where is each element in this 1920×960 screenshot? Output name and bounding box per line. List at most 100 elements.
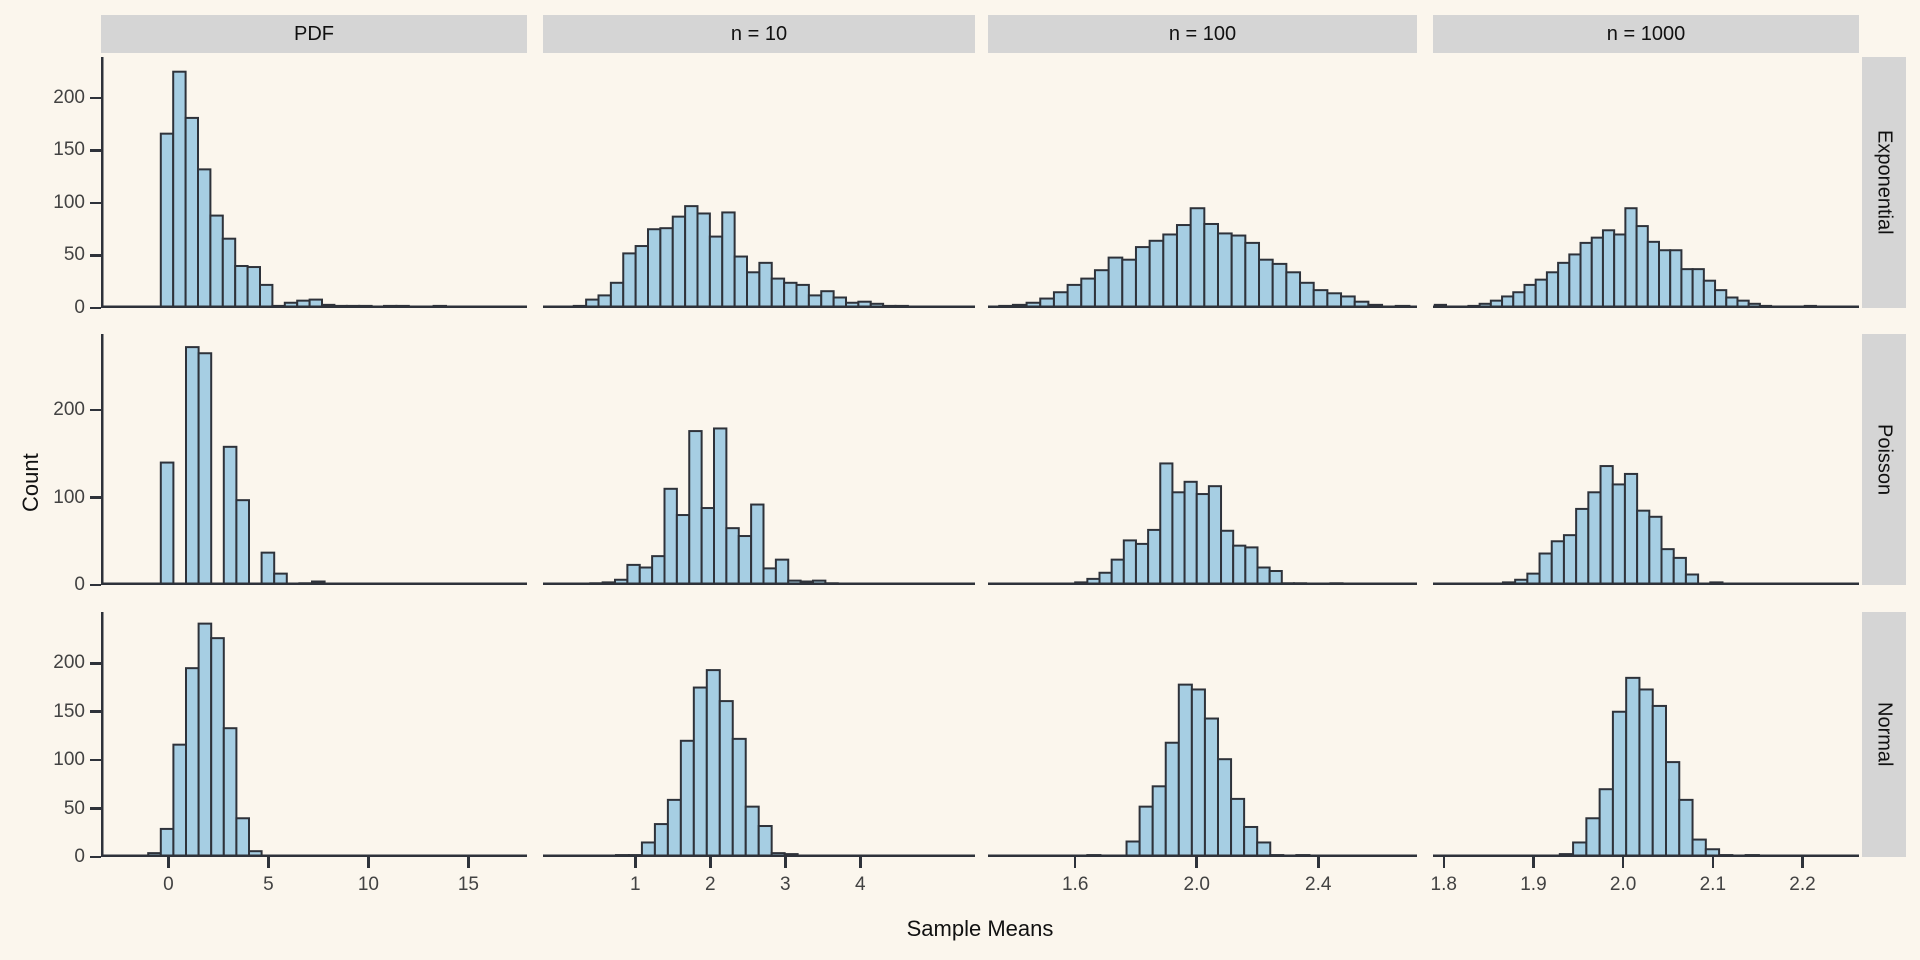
histogram-bar <box>197 168 212 308</box>
histogram-bar <box>1244 546 1259 585</box>
histogram-bar <box>184 116 199 308</box>
histogram-bar <box>1714 289 1728 308</box>
histogram-bar <box>1660 548 1675 585</box>
histogram-panel-r0c0 <box>101 57 527 308</box>
histogram-bar <box>1244 241 1261 308</box>
histogram-bar <box>1230 234 1247 308</box>
x-tick-label: 1.9 <box>1520 874 1547 895</box>
facet-column-strip-n10: n = 10 <box>543 15 975 53</box>
x-tick-label: 15 <box>457 874 479 895</box>
histogram-bar <box>185 667 200 857</box>
histogram-bar <box>1646 240 1661 308</box>
histogram-bar <box>746 271 761 308</box>
histogram-bar <box>1562 534 1578 585</box>
y-tick <box>90 306 101 310</box>
panel-x-axis-line <box>988 582 1417 585</box>
histogram-bar <box>1669 249 1683 308</box>
histogram-bar <box>1216 232 1233 308</box>
histogram-bar <box>1623 472 1639 585</box>
facet-column-strip-n100: n = 100 <box>988 15 1417 53</box>
histogram-bar <box>783 281 798 308</box>
histogram-bar <box>1134 246 1151 308</box>
x-tick-label: 3 <box>779 874 791 895</box>
facet-column-label: n = 1000 <box>1606 22 1686 45</box>
histogram-bar <box>1538 552 1553 585</box>
histogram-bar <box>750 503 765 585</box>
histogram-bar <box>663 487 678 585</box>
histogram-bar <box>210 637 225 857</box>
histogram-bar <box>1598 788 1614 857</box>
histogram-bar <box>713 427 728 585</box>
histogram-bar <box>209 214 224 308</box>
histogram-panel-r1c1 <box>543 427 975 585</box>
histogram-bar <box>1159 462 1174 585</box>
histogram-bar <box>248 850 263 857</box>
facet-column-strip-n1000: n = 1000 <box>1433 15 1859 53</box>
histogram-bar <box>684 205 699 308</box>
x-tick <box>1532 857 1535 868</box>
histogram-bar <box>1672 556 1687 585</box>
histogram-bar <box>758 261 773 308</box>
panel-x-axis-line <box>543 854 975 857</box>
facet-column-label: n = 100 <box>1168 22 1237 45</box>
histogram-bar <box>1183 480 1198 585</box>
histogram-bar <box>1195 493 1210 585</box>
histogram-bar <box>1585 817 1601 857</box>
histogram-panel-r1c2 <box>988 462 1417 585</box>
histogram-bar <box>1243 825 1259 857</box>
histogram-bar <box>647 228 662 308</box>
x-tick <box>709 857 712 868</box>
x-tick <box>1073 857 1077 868</box>
histogram-bar <box>1613 233 1627 308</box>
histogram-bar <box>1162 233 1178 308</box>
histogram-bar <box>1220 529 1235 585</box>
histogram-bar <box>1207 485 1223 585</box>
y-tick <box>90 807 101 810</box>
histogram-bar <box>222 727 238 857</box>
histogram-bar <box>235 817 250 857</box>
panel-x-axis-line <box>101 854 527 857</box>
histogram-bar <box>1080 277 1096 308</box>
histogram-bar <box>820 290 835 308</box>
histogram-bar <box>1147 528 1162 585</box>
histogram-bar <box>679 739 695 857</box>
histogram-bar <box>1624 207 1638 308</box>
histogram-bar <box>1636 509 1651 585</box>
x-tick <box>167 857 170 868</box>
panel-x-axis-line <box>101 305 527 308</box>
histogram-bar <box>675 514 691 585</box>
histogram-bar <box>222 445 238 585</box>
histogram-bar <box>1557 261 1571 308</box>
histogram-bar <box>1271 262 1288 308</box>
histogram-bar <box>260 551 276 585</box>
histogram-panel-r1c3 <box>1433 465 1859 585</box>
x-tick-label: 0 <box>163 874 174 895</box>
panel-x-axis-line <box>543 305 975 308</box>
histogram-bar <box>626 563 641 585</box>
x-tick-label: 5 <box>263 874 274 895</box>
histogram-bar <box>1680 268 1694 308</box>
x-tick-label: 2 <box>704 874 716 895</box>
histogram-bar <box>259 283 274 308</box>
histogram-bar <box>795 283 810 308</box>
histogram-panel-r2c2 <box>988 683 1417 857</box>
x-axis-title: Sample Means <box>906 916 1054 941</box>
histogram-bar <box>1171 491 1186 585</box>
histogram-bar <box>622 252 637 308</box>
histogram-panel-r0c2 <box>988 207 1417 308</box>
x-tick <box>859 857 862 868</box>
histogram-bar <box>1587 491 1602 585</box>
x-tick <box>367 857 370 868</box>
histogram-bar <box>671 215 687 308</box>
histogram-bar <box>1258 258 1274 308</box>
histogram-bar <box>1122 539 1137 585</box>
histogram-bar <box>1203 222 1219 308</box>
histogram-bar <box>1134 542 1150 585</box>
y-tick <box>90 408 101 412</box>
y-tick-label: 0 <box>74 846 85 867</box>
panel-y-axis-line <box>101 612 104 857</box>
histogram-bar <box>718 700 734 857</box>
y-tick-label: 200 <box>53 652 85 674</box>
histogram-bar <box>666 798 682 857</box>
histogram-bar <box>197 622 213 857</box>
